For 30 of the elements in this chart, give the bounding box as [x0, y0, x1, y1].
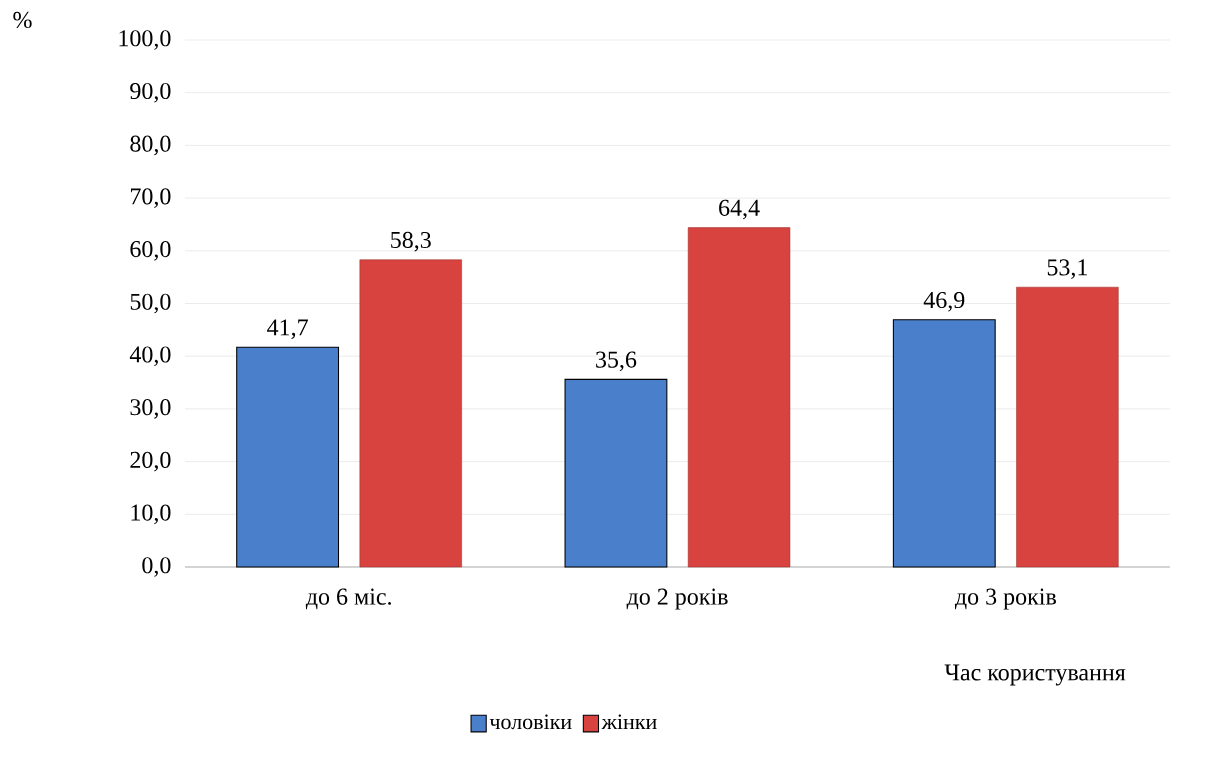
data-label: 64,4 [719, 199, 760, 220]
y-tick-label: 70,0 [131, 188, 171, 208]
x-axis-title: Час користування [944, 664, 1126, 686]
legend-label: жінки [601, 714, 657, 729]
y-tick-label: 10,0 [131, 504, 171, 525]
data-label: 46,9 [923, 291, 965, 312]
bar [236, 346, 340, 568]
x-tick-label: до 2 років [626, 588, 728, 610]
y-tick-label: 20,0 [130, 451, 171, 472]
bar [892, 319, 996, 568]
y-tick-label: 100,0 [119, 30, 171, 50]
data-label: 41,7 [267, 319, 308, 339]
bar [687, 227, 791, 568]
y-tick-label: 30,0 [130, 399, 171, 419]
y-axis-title: % [13, 11, 32, 29]
data-label: 53,1 [1047, 259, 1087, 279]
y-tick-label: 0,0 [142, 557, 171, 577]
x-tick-label: до 6 міс. [305, 588, 391, 610]
data-label: 58,3 [391, 231, 431, 252]
bar [564, 378, 668, 568]
data-label: 35,6 [596, 351, 637, 372]
legend-label: чоловіки [489, 714, 572, 730]
x-tick-label: до 3 років [954, 588, 1056, 610]
bar [359, 259, 462, 568]
y-tick-label: 60,0 [130, 240, 171, 261]
y-tick-label: 90,0 [130, 82, 171, 103]
y-tick-label: 80,0 [130, 135, 171, 156]
y-tick-label: 40,0 [129, 346, 171, 367]
y-tick-label: 50,0 [130, 293, 171, 314]
bar [1016, 286, 1119, 568]
